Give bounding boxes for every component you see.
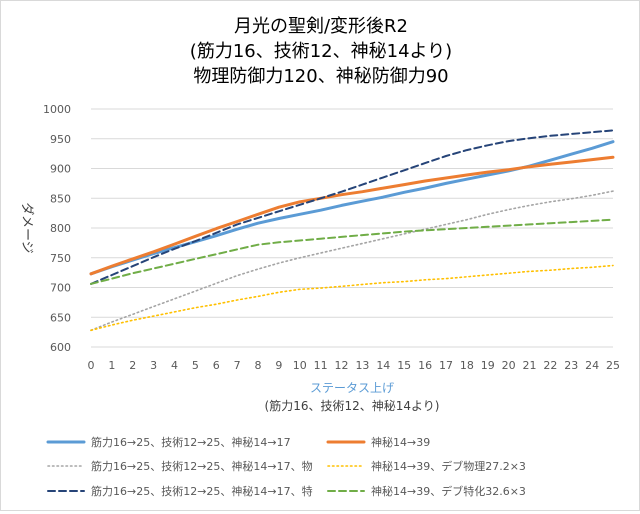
y-tick-label: 700	[50, 282, 71, 295]
x-tick-label: 20	[502, 359, 516, 372]
x-tick-label: 24	[585, 359, 599, 372]
x-tick-label: 17	[439, 359, 453, 372]
legend-label-4: 神秘14→39、デブ物理27.2×3	[371, 459, 526, 473]
y-tick-label: 900	[50, 163, 71, 176]
x-tick-label: 22	[543, 359, 557, 372]
x-tick-label: 13	[355, 359, 369, 372]
legend-label-3: 筋力16→25、技術12→25、神秘14→17、物	[91, 459, 313, 473]
legend-label-1: 筋力16→25、技術12→25、神秘14→17	[91, 435, 291, 449]
x-tick-label: 14	[376, 359, 390, 372]
x-tick-label: 18	[460, 359, 474, 372]
series-line-4	[90, 264, 614, 332]
y-tick-label: 950	[50, 133, 71, 146]
chart-title: 月光の聖剣/変形後R2 (筋力16、技術12、神秘14より) 物理防御力120、…	[190, 16, 452, 87]
x-tick-label: 1	[108, 359, 115, 372]
y-tick-label: 800	[50, 222, 71, 235]
y-tick-labels: 600 650 700 750 800 850 900 950 1000	[43, 103, 71, 354]
series-line-2	[89, 155, 615, 276]
x-tick-label: 21	[522, 359, 536, 372]
y-tick-label: 600	[50, 341, 71, 354]
x-tick-label: 0	[88, 359, 95, 372]
y-tick-label: 750	[50, 252, 71, 265]
series-lines	[89, 129, 615, 332]
x-tick-label: 2	[129, 359, 136, 372]
series-line-1	[89, 140, 615, 276]
x-tick-label: 10	[293, 359, 307, 372]
y-tick-label: 650	[50, 311, 71, 324]
x-axis-label-line-1: ステータス上げ	[310, 381, 394, 395]
series-line-5	[90, 129, 614, 285]
x-tick-label: 9	[275, 359, 282, 372]
x-tick-label: 7	[234, 359, 241, 372]
x-tick-label: 19	[481, 359, 495, 372]
x-tick-label: 16	[418, 359, 432, 372]
x-tick-labels: 0 1 2 3 4 5 6 7 8 9 10 11 12 13 14 15 16 17 18 19 20 21 22 23 24…	[88, 359, 621, 372]
x-tick-label: 11	[314, 359, 328, 372]
chart-title-line-3: 物理防御力120、神秘防御力90	[193, 66, 448, 87]
series-line-6	[90, 218, 614, 285]
x-tick-label: 23	[564, 359, 578, 372]
legend-label-5: 筋力16→25、技術12→25、神秘14→17、特	[91, 484, 313, 498]
legend-label-2: 神秘14→39	[371, 435, 430, 449]
legend: 筋力16→25、技術12→25、神秘14→17 神秘14→39 筋力16→25、技術…	[46, 435, 526, 498]
y-tick-label: 850	[50, 192, 71, 205]
series-line-3	[90, 190, 614, 332]
x-tick-label: 25	[606, 359, 620, 372]
chart-title-line-1: 月光の聖剣/変形後R2	[234, 16, 408, 37]
y-axis-label: ダメージ	[19, 202, 34, 253]
x-axis-label-line-2: (筋力16、技術12、神秘14より)	[265, 398, 440, 413]
x-tick-label: 8	[255, 359, 262, 372]
x-tick-label: 5	[192, 359, 199, 372]
y-tick-label: 1000	[43, 103, 71, 116]
x-tick-label: 3	[150, 359, 157, 372]
x-tick-label: 15	[397, 359, 411, 372]
legend-label-6: 神秘14→39、デブ特化32.6×3	[371, 484, 526, 498]
x-tick-label: 4	[171, 359, 178, 372]
x-tick-label: 6	[213, 359, 220, 372]
gridlines	[91, 108, 613, 348]
chart-title-line-2: (筋力16、技術12、神秘14より)	[190, 41, 452, 62]
x-tick-label: 12	[335, 359, 349, 372]
